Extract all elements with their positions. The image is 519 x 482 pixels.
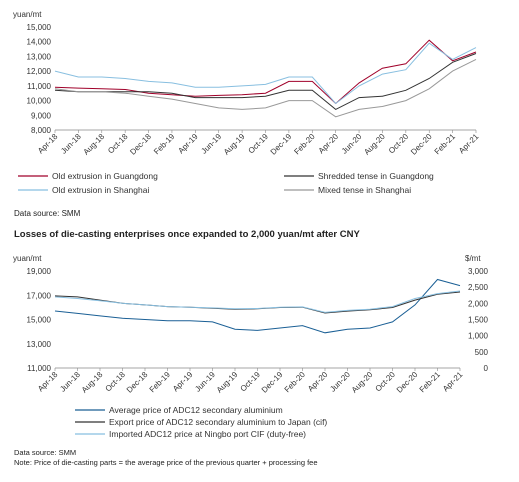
series-line-2 bbox=[54, 42, 477, 105]
x-tick-label: Feb-19 bbox=[152, 132, 177, 157]
x-tick-label: Oct-19 bbox=[239, 370, 263, 394]
x-tick-label: Jun-18 bbox=[58, 370, 82, 394]
x-tick-label: Aug-20 bbox=[350, 370, 375, 395]
x-tick-label: Aug-20 bbox=[362, 132, 387, 157]
chart-1: yuan/mt 8,000 9,000 10,000 11,000 12,000 13,00… bbox=[13, 10, 481, 195]
x-tick-label: Feb-21 bbox=[418, 370, 443, 395]
x-tick-label: Aug-18 bbox=[82, 132, 107, 157]
data-source-2: Data source: SMM bbox=[14, 448, 77, 457]
y-tick-label: 14,000 bbox=[27, 38, 52, 47]
legend-label-2: Imported ADC12 price at Ningbo port CIF … bbox=[109, 429, 306, 439]
series-line-1 bbox=[54, 53, 477, 110]
x-tick-label: Dec-18 bbox=[128, 132, 153, 157]
y2-tick-label: 0 bbox=[484, 364, 489, 373]
series-line-0 bbox=[54, 278, 461, 334]
y-tick-label: 12,000 bbox=[27, 67, 52, 76]
x-tick-label: Feb-19 bbox=[148, 370, 173, 395]
series-line-2 bbox=[54, 290, 461, 313]
y-tick-label: 15,000 bbox=[27, 23, 52, 32]
y-tick-label: 10,000 bbox=[27, 97, 52, 106]
x-tick-label: Jun-20 bbox=[340, 132, 364, 156]
x-tick-label: Dec-20 bbox=[409, 132, 434, 157]
y-tick-label: 13,000 bbox=[27, 52, 52, 61]
x-tick-label: Aug-19 bbox=[222, 132, 247, 157]
x-tick-label: Apr-19 bbox=[171, 370, 195, 394]
x-tick-label: Apr-18 bbox=[36, 132, 60, 156]
footnote: Note: Price of die-casting parts = the a… bbox=[14, 458, 318, 467]
legend-label-0: Average price of ADC12 secondary alumini… bbox=[109, 405, 283, 415]
legend-label-3: Mixed tense in Shanghai bbox=[318, 185, 411, 195]
x-tick-label: Jun-19 bbox=[193, 370, 217, 394]
x-tick-label: Oct-18 bbox=[104, 370, 128, 394]
x-tick-label: Jun-19 bbox=[199, 132, 223, 156]
y-axis-label: yuan/mt bbox=[13, 254, 42, 263]
y-tick-label: 17,000 bbox=[27, 291, 52, 300]
y2-tick-label: 2,500 bbox=[468, 283, 489, 292]
x-tick-label: Apr-19 bbox=[176, 132, 200, 156]
series-line-0 bbox=[54, 39, 477, 105]
x-tick-label: Jun-18 bbox=[59, 132, 83, 156]
x-tick-label: Aug-19 bbox=[215, 370, 240, 395]
x-tick-label: Apr-18 bbox=[36, 370, 60, 394]
x-tick-label: Dec-18 bbox=[125, 370, 150, 395]
x-tick-label: Oct-20 bbox=[374, 370, 398, 394]
x-tick-label: Oct-19 bbox=[247, 132, 271, 156]
legend-label-2: Old extrusion in Shanghai bbox=[52, 185, 149, 195]
x-tick-label: Dec-19 bbox=[269, 132, 294, 157]
x-tick-label: Dec-20 bbox=[395, 370, 420, 395]
x-tick-label: Apr-20 bbox=[317, 132, 341, 156]
data-source-1: Data source: SMM bbox=[14, 209, 81, 218]
y2-tick-label: 1,000 bbox=[468, 332, 489, 341]
legend-label-1: Shredded tense in Guangdong bbox=[318, 171, 434, 181]
x-tick-label: Apr-20 bbox=[306, 370, 330, 394]
y2-tick-label: 2,000 bbox=[468, 299, 489, 308]
legend-label-0: Old extrusion in Guangdong bbox=[52, 171, 158, 181]
chart-2-title: Losses of die-casting enterprises once e… bbox=[14, 229, 360, 240]
y-tick-label: 13,000 bbox=[27, 340, 52, 349]
y2-axis-label: $/mt bbox=[465, 254, 481, 263]
x-tick-label: Jun-20 bbox=[328, 370, 352, 394]
y-tick-label: 15,000 bbox=[27, 316, 52, 325]
y-tick-label: 11,000 bbox=[27, 82, 51, 91]
x-tick-label: Apr-21 bbox=[457, 132, 481, 156]
y2-tick-label: 500 bbox=[475, 348, 489, 357]
y-tick-label: 9,000 bbox=[31, 111, 52, 120]
y2-tick-label: 1,500 bbox=[468, 316, 489, 325]
x-tick-label: Apr-21 bbox=[441, 370, 465, 394]
y-tick-label: 11,000 bbox=[27, 364, 51, 373]
y-axis-label: yuan/mt bbox=[13, 10, 42, 19]
chart-2: yuan/mt $/mt 11,000 13,000 15,000 17,000 19,00… bbox=[13, 254, 489, 439]
x-tick-label: Feb-20 bbox=[292, 132, 317, 157]
y-tick-label: 19,000 bbox=[27, 267, 52, 276]
legend-label-1: Export price of ADC12 secondary aluminiu… bbox=[109, 417, 327, 427]
y-tick-label: 8,000 bbox=[31, 126, 52, 135]
x-tick-label: Oct-18 bbox=[106, 132, 130, 156]
x-tick-label: Oct-20 bbox=[387, 132, 411, 156]
series-line-3 bbox=[54, 58, 477, 118]
y2-tick-label: 3,000 bbox=[468, 267, 489, 276]
x-tick-label: Aug-18 bbox=[80, 370, 105, 395]
x-tick-label: Feb-20 bbox=[283, 370, 308, 395]
x-tick-label: Feb-21 bbox=[433, 132, 458, 157]
x-tick-label: Dec-19 bbox=[260, 370, 285, 395]
